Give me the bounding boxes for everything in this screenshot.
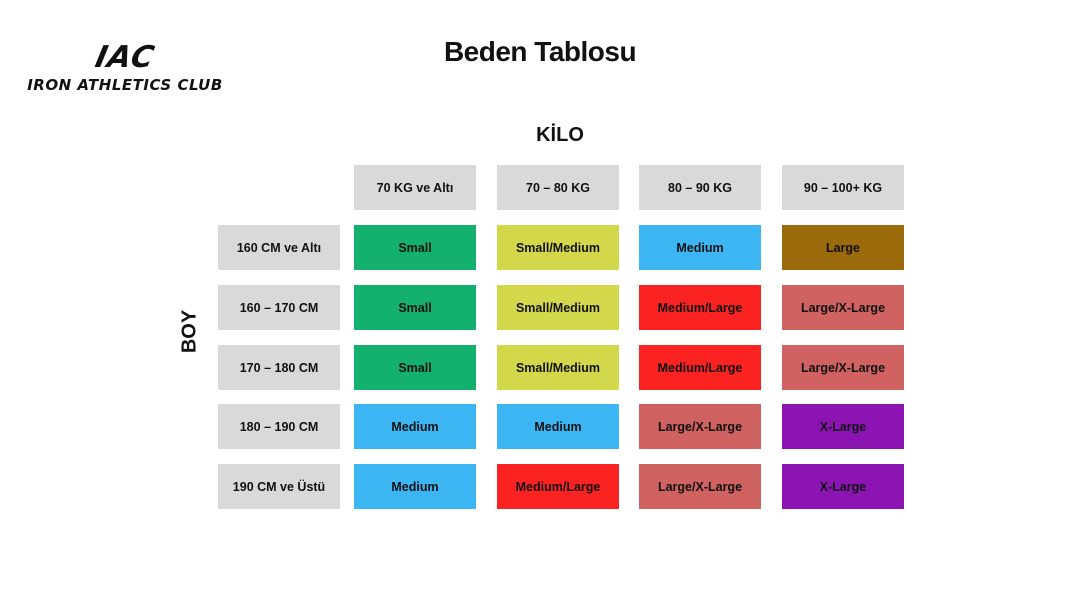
page-title: Beden Tablosu: [443, 36, 637, 67]
weight-axis-label: KİLO: [536, 124, 584, 146]
size-cell: Medium/Large: [639, 345, 761, 390]
size-cell: Large: [782, 225, 904, 270]
height-axis-label: BOY: [178, 309, 201, 354]
column-header: 70 – 80 KG: [497, 165, 619, 210]
iron-athletics-club-logo: IAC IRON ATHLETICS CLUB: [20, 40, 230, 94]
size-cell: Small/Medium: [497, 285, 619, 330]
size-cell: Small: [354, 345, 476, 390]
size-cell: Medium: [354, 464, 476, 509]
size-cell: Medium/Large: [639, 285, 761, 330]
row-header: 170 – 180 CM: [218, 345, 340, 390]
size-cell: X-Large: [782, 404, 904, 449]
column-header: 80 – 90 KG: [639, 165, 761, 210]
size-cell: Medium: [497, 404, 619, 449]
size-cell: Medium/Large: [497, 464, 619, 509]
row-header: 190 CM ve Üstü: [218, 464, 340, 509]
size-cell: Small/Medium: [497, 345, 619, 390]
row-header: 180 – 190 CM: [218, 404, 340, 449]
size-cell: Large/X-Large: [639, 404, 761, 449]
size-cell: Small: [354, 285, 476, 330]
column-header: 90 – 100+ KG: [782, 165, 904, 210]
size-cell: Large/X-Large: [639, 464, 761, 509]
size-cell: Small/Medium: [497, 225, 619, 270]
size-cell: Small: [354, 225, 476, 270]
row-header: 160 CM ve Altı: [218, 225, 340, 270]
column-header: 70 KG ve Altı: [354, 165, 476, 210]
size-cell: Medium: [354, 404, 476, 449]
size-cell: Large/X-Large: [782, 345, 904, 390]
size-cell: Large/X-Large: [782, 285, 904, 330]
size-cell: Medium: [639, 225, 761, 270]
size-cell: X-Large: [782, 464, 904, 509]
row-header: 160 – 170 CM: [218, 285, 340, 330]
logo-name: IRON ATHLETICS CLUB: [27, 76, 223, 94]
